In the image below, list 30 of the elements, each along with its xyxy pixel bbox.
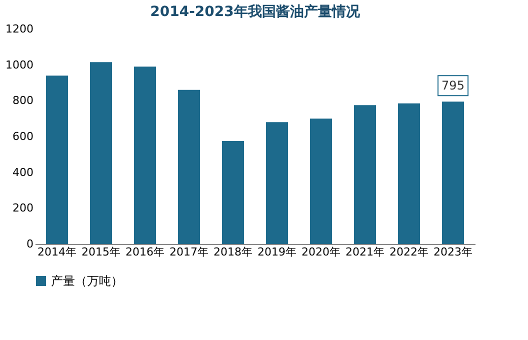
data-label: 795 (442, 78, 464, 93)
y-tick-label: 800 (12, 94, 34, 108)
x-tick-label: 2016年 (126, 246, 164, 258)
x-tick-label: 2017年 (170, 246, 208, 258)
bar (266, 122, 288, 244)
x-tick-label: 2020年 (302, 246, 340, 258)
y-tick-label: 1200 (6, 22, 34, 36)
bar (222, 140, 244, 244)
legend-label: 产量（万吨） (51, 274, 123, 288)
y-tick-label: 0 (26, 238, 34, 250)
bar (90, 62, 112, 244)
y-tick-label: 400 (12, 166, 34, 179)
x-tick-label: 2021年 (346, 246, 384, 258)
bar (354, 105, 376, 244)
x-tick-label: 2014年 (38, 246, 76, 258)
bar (310, 118, 332, 244)
y-tick-label: 200 (12, 202, 34, 215)
bar (442, 102, 464, 244)
y-tick-label: 600 (12, 130, 34, 143)
x-tick-label: 2023年 (434, 246, 472, 258)
chart-title: 2014-2023年我国酱油产量情况 (150, 3, 361, 20)
x-tick-label: 2022年 (390, 246, 428, 258)
bar (398, 103, 420, 244)
y-tick-label: 1000 (6, 58, 34, 72)
x-tick-label: 2019年 (258, 246, 296, 258)
x-tick-label: 2018年 (214, 246, 252, 258)
bar (46, 76, 68, 244)
bar (134, 66, 156, 244)
x-tick-label: 2015年 (82, 246, 120, 258)
bar (178, 90, 200, 244)
